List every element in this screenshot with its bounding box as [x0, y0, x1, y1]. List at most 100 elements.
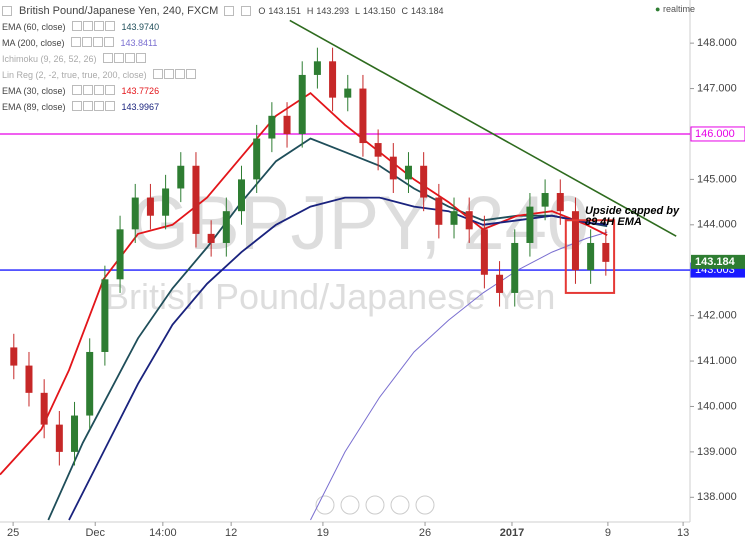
scroll-left[interactable] — [315, 495, 335, 515]
reset[interactable] — [365, 495, 385, 515]
x-tick-label: 14:00 — [149, 527, 177, 539]
candle-body — [177, 165, 185, 189]
candle-body — [465, 211, 473, 230]
candle-body — [222, 211, 230, 243]
trendline — [289, 19, 677, 237]
candle-body — [450, 211, 458, 225]
candle-body — [25, 365, 33, 393]
indicator-row: Lin Reg (2, -2, true, true, 200, close) — [2, 67, 447, 83]
y-tick-label: 144.000 — [697, 219, 737, 231]
annotation: 89 4H EMA — [585, 216, 642, 228]
x-tick-label: Dec — [85, 527, 105, 539]
candle-body — [480, 229, 488, 275]
candle-body — [238, 179, 245, 212]
candle-body — [511, 242, 519, 293]
x-tick-label: 2017 — [500, 527, 524, 539]
candle-body — [359, 88, 367, 144]
y-tick-label: 141.000 — [697, 355, 737, 367]
y-tick-label: 147.000 — [697, 82, 737, 94]
indicator-row: Ichimoku (9, 26, 52, 26) — [2, 51, 447, 67]
zoom-controls[interactable] — [315, 495, 435, 515]
candle-body — [313, 61, 321, 75]
ohlc-label: H — [306, 6, 314, 16]
candle-body — [55, 424, 63, 452]
indicator-controls — [71, 85, 116, 97]
x-tick-label: 9 — [605, 527, 611, 539]
candle-body — [329, 61, 337, 98]
indicator-row: EMA (89, close) 143.9967 — [2, 99, 447, 115]
ohlc-value: 143.151 — [268, 6, 301, 16]
ohlc-label: L — [354, 6, 360, 16]
candle-body — [116, 229, 124, 280]
candle-body — [162, 188, 170, 216]
candle-body — [571, 211, 579, 271]
candle-body — [404, 165, 412, 180]
zoom-in[interactable] — [390, 495, 410, 515]
candle-body — [602, 242, 610, 262]
x-tick-label: 25 — [7, 527, 19, 539]
ohlc-value: 143.293 — [316, 6, 349, 16]
ohlc-value: 143.150 — [362, 6, 396, 16]
candle-body — [131, 197, 139, 230]
ohlc-label: C — [401, 6, 409, 16]
candle-body — [541, 193, 549, 207]
candle-body — [192, 165, 200, 234]
y-tick-label: 145.000 — [697, 173, 737, 185]
indicator-line — [47, 137, 608, 521]
indicator-value: 143.9740 — [121, 22, 160, 32]
candle-body — [556, 193, 564, 212]
y-tick-label: 148.000 — [697, 37, 737, 49]
indicator-controls — [71, 21, 116, 33]
indicator-line — [310, 231, 608, 521]
y-tick-label: 139.000 — [697, 446, 737, 458]
indicator-value: 143.7726 — [121, 86, 160, 96]
y-tick-label: 138.000 — [697, 491, 737, 503]
indicator-name: Ichimoku (9, 26, 52, 26) — [2, 54, 97, 64]
level-tag — [690, 126, 745, 142]
indicator-row: MA (200, close) 143.8411 — [2, 35, 447, 51]
candle-body — [496, 274, 504, 293]
indicator-name: EMA (60, close) — [2, 22, 66, 32]
candle-body — [526, 206, 534, 243]
indicator-controls — [102, 53, 147, 65]
level-tag-label: 146.000 — [695, 128, 735, 140]
zoom-out[interactable] — [340, 495, 360, 515]
indicator-value: 143.9967 — [121, 102, 160, 112]
x-tick-label: 13 — [677, 527, 689, 539]
indicator-row: EMA (30, close) 143.7726 — [2, 83, 447, 99]
y-tick-label: 142.000 — [697, 310, 737, 322]
candle-body — [587, 242, 595, 271]
candle-body — [10, 347, 18, 366]
y-tick-label: 140.000 — [697, 400, 737, 412]
ohlc-label: O — [258, 6, 266, 16]
candle-body — [298, 74, 306, 134]
realtime-status: ● realtime — [655, 4, 695, 14]
candle-body — [389, 156, 397, 180]
candle-body — [71, 415, 79, 452]
candle-body — [146, 197, 154, 216]
scroll-right[interactable] — [415, 495, 435, 515]
candle-body — [344, 88, 352, 98]
indicator-name: Lin Reg (2, -2, true, true, 200, close) — [2, 70, 147, 80]
candle-body — [86, 351, 94, 416]
indicator-row: EMA (60, close) 143.9740 — [2, 19, 447, 35]
last-price-label: 143.184 — [695, 256, 736, 268]
last-price-tag — [691, 254, 745, 269]
candle-body — [420, 165, 428, 198]
symbol-title: British Pound/Japanese Yen, 240, FXCM — [19, 5, 219, 17]
highlight-box — [564, 219, 616, 294]
candle-body — [40, 392, 48, 425]
candle-body — [374, 143, 382, 157]
indicator-name: EMA (89, close) — [2, 102, 66, 112]
candle-body — [268, 115, 276, 139]
x-tick-label: 26 — [419, 527, 431, 539]
x-tick-label: 19 — [317, 527, 329, 539]
indicator-line — [68, 196, 608, 521]
indicator-controls — [152, 69, 197, 81]
candle-body — [207, 233, 215, 243]
indicator-name: EMA (30, close) — [2, 86, 66, 96]
legend: British Pound/Japanese Yen, 240, FXCM O 14… — [2, 3, 447, 115]
indicator-controls — [70, 37, 115, 49]
